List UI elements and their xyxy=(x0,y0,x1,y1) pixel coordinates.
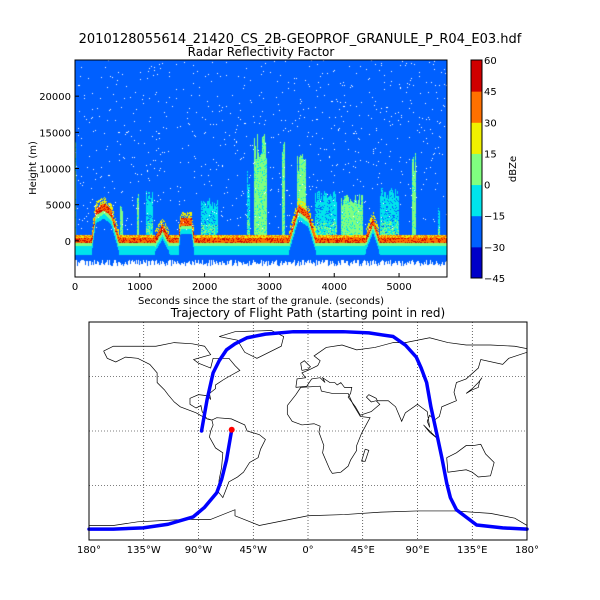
colorbar-tick-label: −30 xyxy=(484,243,505,254)
radar-reflectivity-image xyxy=(75,60,447,277)
coastline xyxy=(300,360,311,371)
y-tick-label: 0 xyxy=(65,237,71,248)
coastline xyxy=(219,330,285,359)
figure-suptitle: 2010128055614_21420_CS_2B-GEOPROF_GRANUL… xyxy=(79,32,522,47)
meridian-label: 180° xyxy=(77,545,101,556)
coastline xyxy=(361,448,370,462)
coastline xyxy=(465,377,483,394)
colorbar-tick-label: −45 xyxy=(484,274,505,285)
y-tick-label: 5000 xyxy=(46,201,71,212)
colorbar-segment xyxy=(471,246,482,279)
colorbar-tick-label: −15 xyxy=(484,212,505,223)
colorbar-tick-label: 60 xyxy=(484,56,497,67)
flight-path-map: 180° 135°W 90°W 45°W 0° 45°E 90°E 135°E 180° xyxy=(77,321,539,556)
radar-title: Radar Reflectivity Factor xyxy=(188,45,335,59)
colorbar-segment xyxy=(471,122,482,154)
colorbar-tick-label: 30 xyxy=(484,118,497,129)
y-tick-label: 10000 xyxy=(39,165,71,176)
map-title: Trajectory of Flight Path (starting poin… xyxy=(170,306,445,320)
colorbar: −45 −30 −15 0 15 30 45 60 xyxy=(470,56,505,285)
meridian-label: 180° xyxy=(515,545,539,556)
colorbar-frame xyxy=(470,59,483,279)
x-tick-label: 0 xyxy=(72,282,78,293)
coastline xyxy=(295,337,528,428)
colorbar-tick-label: 0 xyxy=(484,181,490,192)
colorbar-segment xyxy=(471,153,482,186)
colorbar-segment xyxy=(471,215,482,248)
x-tick-label: 5000 xyxy=(386,282,411,293)
meridian-label: 45°E xyxy=(351,545,375,556)
coastline xyxy=(89,509,528,526)
meridian-label: 90°E xyxy=(405,545,429,556)
start-point-marker xyxy=(228,426,235,433)
coastline xyxy=(103,342,241,421)
y-tick-label: 15000 xyxy=(39,128,71,139)
flight-track xyxy=(199,329,529,531)
colorbar-label: dBZe xyxy=(508,156,519,182)
x-tick-label: 1000 xyxy=(127,282,152,293)
x-tick-label: 3000 xyxy=(257,282,282,293)
meridian-label: 135°E xyxy=(457,545,487,556)
meridian-label: 90°W xyxy=(185,545,213,556)
x-tick-label: 2000 xyxy=(192,282,217,293)
meridian-label: 0° xyxy=(302,545,313,556)
meridian-label: 45°W xyxy=(239,545,267,556)
colorbar-segment xyxy=(471,184,482,217)
coastline xyxy=(286,385,371,474)
flight-track xyxy=(87,428,234,531)
radar-xlabel: Seconds since the start of the granule. … xyxy=(138,296,384,307)
y-tick-label: 20000 xyxy=(39,92,71,103)
colorbar-segment xyxy=(471,60,482,92)
map-frame xyxy=(88,321,528,541)
coastline xyxy=(446,443,495,478)
coastline xyxy=(209,417,266,499)
colorbar-tick-label: 45 xyxy=(484,87,497,98)
colorbar-segment xyxy=(471,91,482,123)
meridian-label: 135°W xyxy=(127,545,161,556)
radar-axes-frame xyxy=(74,59,448,278)
radar-axes: 0 1000 2000 3000 4000 5000 0 5000 10000 15000 2000… xyxy=(39,59,448,293)
colorbar-tick-label: 15 xyxy=(484,149,497,160)
radar-ylabel: Height (m) xyxy=(28,141,39,195)
x-tick-label: 4000 xyxy=(322,282,347,293)
